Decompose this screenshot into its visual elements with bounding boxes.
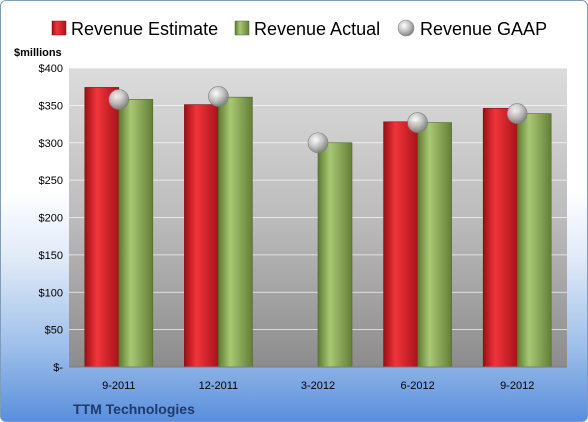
bar-revenue-actual bbox=[118, 99, 154, 368]
bar-revenue-actual bbox=[417, 122, 452, 368]
y-tick-label: $400 bbox=[39, 63, 63, 75]
legend: Revenue Estimate Revenue Actual Revenue … bbox=[51, 19, 547, 39]
x-tick-label: 6-2012 bbox=[400, 380, 434, 392]
legend-label-gaap: Revenue GAAP bbox=[420, 19, 547, 39]
marker-revenue-gaap bbox=[208, 86, 229, 107]
marker-revenue-gaap bbox=[307, 132, 329, 154]
bar-revenue-estimate bbox=[184, 104, 219, 368]
company-name: TTM Technologies bbox=[73, 401, 195, 417]
bar-revenue-actual bbox=[516, 113, 552, 368]
marker-revenue-gaap bbox=[407, 112, 428, 133]
bar-revenue-estimate bbox=[383, 121, 418, 368]
marker-revenue-gaap bbox=[108, 89, 130, 110]
x-tick-label: 3-2012 bbox=[301, 380, 335, 392]
marker-revenue-gaap bbox=[506, 103, 528, 124]
legend-label-estimate: Revenue Estimate bbox=[71, 19, 218, 39]
bar-revenue-estimate bbox=[84, 87, 120, 368]
x-axis-ticks: 9-2011 12-2011 3-2012 6-2012 9-2012 bbox=[102, 380, 534, 392]
bar-revenue-actual bbox=[218, 96, 253, 368]
y-tick-label: $250 bbox=[39, 175, 63, 187]
legend-item-revenue-actual: Revenue Actual bbox=[234, 19, 380, 39]
y-tick-label: $350 bbox=[39, 100, 63, 112]
y-tick-label: $200 bbox=[39, 213, 63, 225]
legend-swatch-actual bbox=[234, 20, 250, 36]
x-tick-label: 9-2011 bbox=[102, 380, 135, 392]
y-tick-label: $100 bbox=[39, 287, 63, 299]
legend-marker-gaap bbox=[397, 19, 415, 37]
bars bbox=[84, 87, 552, 368]
legend-item-revenue-gaap: Revenue GAAP bbox=[397, 19, 547, 39]
y-axis-unit-label: $millions bbox=[14, 47, 62, 59]
legend-item-revenue-estimate: Revenue Estimate bbox=[51, 19, 218, 39]
y-tick-label: $- bbox=[53, 362, 63, 374]
legend-swatch-estimate bbox=[51, 20, 67, 36]
x-tick-label: 12-2011 bbox=[199, 380, 239, 392]
gaap-markers bbox=[108, 86, 528, 154]
y-axis-ticks: $- $50 $100 $150 $200 $250 $300 $350 $400 bbox=[39, 63, 64, 374]
x-tick-label: 9-2012 bbox=[500, 380, 534, 392]
legend-label-actual: Revenue Actual bbox=[254, 19, 380, 39]
y-tick-label: $50 bbox=[45, 325, 63, 337]
y-tick-label: $150 bbox=[39, 250, 63, 262]
bar-revenue-estimate bbox=[482, 108, 518, 368]
y-tick-label: $300 bbox=[39, 138, 63, 150]
bar-revenue-actual bbox=[317, 142, 353, 368]
